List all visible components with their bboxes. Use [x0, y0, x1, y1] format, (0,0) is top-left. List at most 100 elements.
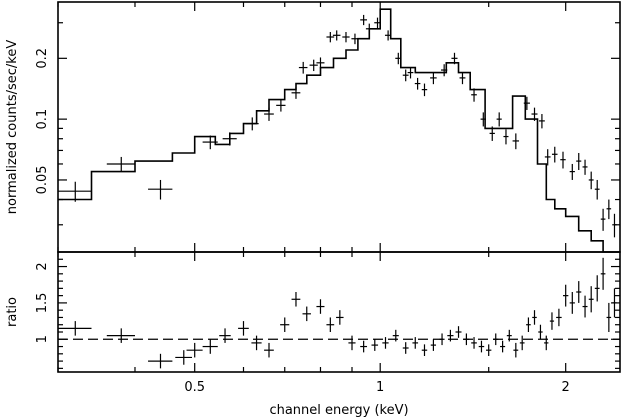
- ratio-data-point: [594, 275, 600, 302]
- ratio-data-point: [302, 306, 311, 322]
- ratio-data-point: [563, 284, 569, 307]
- ratio-data-point: [612, 288, 617, 318]
- ratio-data-point: [582, 295, 588, 318]
- spectrum-data-point: [551, 146, 558, 163]
- spectrum-y-tick-label: 0.1: [35, 109, 50, 130]
- spectrum-data-point: [588, 171, 594, 190]
- ratio-data-point: [202, 339, 218, 354]
- ratio-data-points: [58, 257, 617, 369]
- x-tick-label: 0.5: [184, 380, 205, 395]
- spectrum-panel: 0.05 0.1 0.2 normalized counts/sec/keV: [5, 1, 621, 253]
- spectrum-data-point: [402, 69, 409, 82]
- ratio-panel-frame: [57, 251, 621, 373]
- spectrum-data-point: [523, 96, 530, 110]
- spectrum-data-points: [58, 14, 617, 238]
- spectrum-model-curve: [58, 8, 620, 253]
- spectrum-data-point: [430, 72, 437, 85]
- spectrum-data-point: [451, 52, 458, 65]
- ratio-data-point: [106, 328, 135, 343]
- spectrum-data-point: [58, 181, 92, 202]
- ratio-data-point: [478, 340, 485, 353]
- ratio-data-point: [291, 292, 301, 307]
- ratio-data-point: [588, 286, 594, 313]
- spectrum-data-point: [503, 129, 509, 145]
- ratio-data-point: [538, 324, 543, 340]
- spectrum-y-tick-label: 0.05: [35, 165, 50, 194]
- ratio-data-point: [316, 299, 325, 314]
- ratio-data-point: [576, 281, 582, 303]
- spectrum-panel-ticks: 0.05 0.1 0.2: [35, 2, 620, 252]
- ratio-data-point: [447, 329, 454, 342]
- spectrum-data-point: [538, 114, 545, 129]
- spectrum-data-point: [148, 179, 173, 200]
- spectrum-data-point: [298, 61, 308, 74]
- spectrum-data-point: [326, 31, 335, 43]
- ratio-data-point: [532, 310, 537, 325]
- spectrum-y-axis-label: normalized counts/sec/keV: [5, 40, 20, 215]
- spectrum-data-point: [480, 112, 487, 127]
- ratio-data-point: [251, 335, 262, 351]
- ratio-data-point: [412, 337, 419, 349]
- ratio-data-point: [513, 342, 519, 358]
- ratio-data-point: [600, 257, 606, 290]
- spectrum-data-point: [471, 88, 477, 102]
- ratio-data-point: [519, 335, 525, 351]
- spectrum-data-point: [202, 135, 218, 150]
- spectrum-y-tick-label: 0.2: [35, 48, 50, 69]
- spectrum-data-point: [374, 17, 381, 29]
- ratio-data-point: [148, 353, 173, 369]
- ratio-data-point: [439, 333, 445, 346]
- ratio-data-point: [500, 340, 506, 353]
- x-axis-label: channel energy (keV): [269, 403, 408, 418]
- ratio-data-point: [471, 337, 477, 349]
- ratio-data-point: [371, 339, 379, 351]
- spectrum-panel-frame: [57, 1, 621, 253]
- ratio-data-point: [382, 337, 389, 349]
- x-tick-label: 1: [376, 380, 384, 395]
- ratio-data-point: [186, 342, 203, 358]
- ratio-data-point: [455, 326, 462, 338]
- ratio-panel-ticks: 0.5 1 2 1 1.5 2: [35, 252, 620, 395]
- ratio-data-point: [326, 317, 335, 332]
- ratio-data-point: [549, 312, 555, 330]
- ratio-data-point: [336, 310, 344, 325]
- spectrum-data-point: [332, 30, 341, 41]
- spectrum-data-point: [459, 72, 466, 85]
- ratio-data-point: [463, 333, 470, 346]
- ratio-data-point: [58, 321, 92, 336]
- spectrum-data-point: [560, 151, 566, 169]
- spectrum-data-point: [569, 163, 575, 180]
- spectrum-data-point: [222, 132, 237, 146]
- spectrum-data-point: [360, 14, 368, 26]
- spectrum-data-point: [496, 112, 502, 127]
- spectrum-data-point: [512, 133, 520, 150]
- spectrum-data-point: [316, 57, 325, 69]
- ratio-data-point: [402, 342, 409, 354]
- spectrum-data-point: [351, 33, 359, 45]
- ratio-data-point: [506, 329, 512, 342]
- ratio-data-point: [569, 292, 575, 314]
- ratio-data-point: [360, 340, 368, 353]
- spectrum-data-point: [531, 107, 538, 121]
- ratio-data-point: [544, 335, 549, 351]
- ratio-data-point: [264, 342, 274, 358]
- spectrum-data-point: [384, 30, 392, 41]
- spectrum-data-point: [407, 67, 414, 79]
- ratio-y-tick-label: 1: [35, 335, 50, 343]
- spectrum-data-point: [594, 179, 600, 200]
- spectrum-data-point: [440, 64, 448, 77]
- spectrum-data-point: [365, 23, 373, 35]
- spectrum-data-point: [576, 152, 582, 171]
- ratio-data-point: [175, 350, 193, 365]
- x-tick-label: 2: [562, 380, 570, 395]
- spectrum-data-point: [544, 149, 551, 166]
- ratio-data-point: [392, 329, 399, 342]
- spectrum-data-point: [612, 213, 617, 238]
- spectrum-data-point: [600, 208, 606, 231]
- model-step-line: [58, 8, 620, 253]
- spectrum-data-point: [264, 107, 274, 121]
- spectrum-data-point: [421, 83, 428, 97]
- ratio-y-tick-label: 2: [35, 262, 50, 270]
- ratio-data-point: [421, 344, 428, 356]
